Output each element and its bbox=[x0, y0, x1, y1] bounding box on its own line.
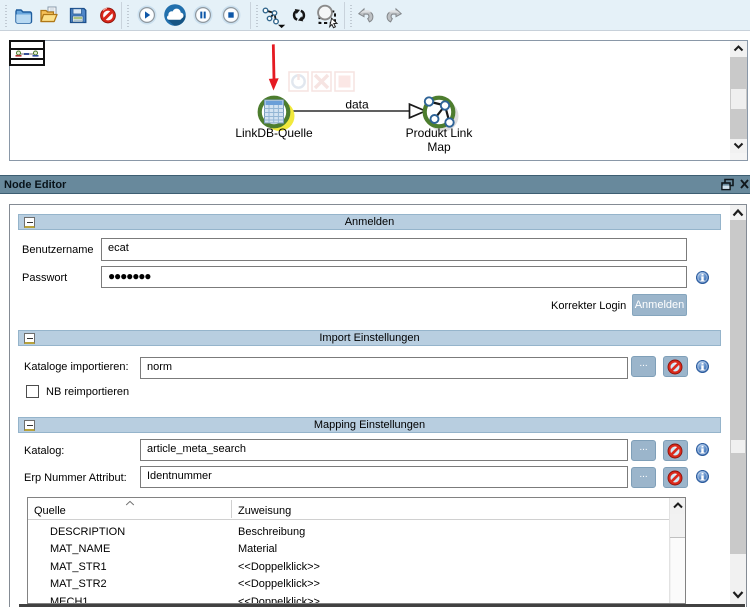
svg-text:Map: Map bbox=[427, 140, 451, 154]
svg-text:Produkt Link: Produkt Link bbox=[406, 126, 474, 140]
svg-text:data: data bbox=[345, 98, 369, 112]
svg-text:LinkDB-Quelle: LinkDB-Quelle bbox=[235, 126, 313, 140]
